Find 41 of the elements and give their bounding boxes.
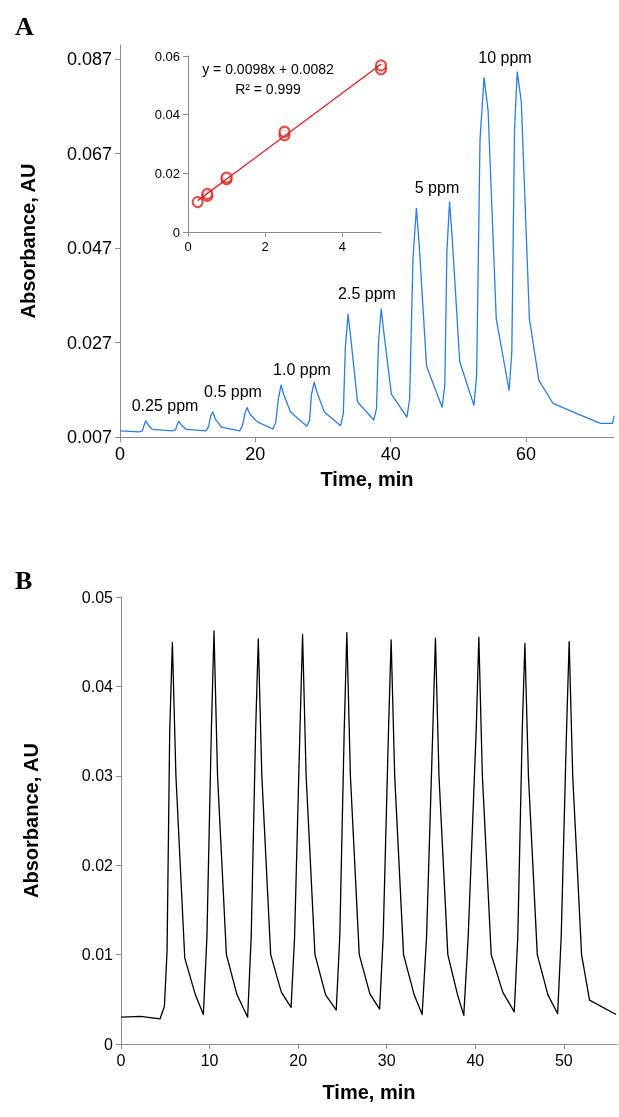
annotation: 5 ppm xyxy=(414,178,460,196)
y-tick-label: 0.02 xyxy=(81,856,114,874)
y-axis-title: Absorbance, AU xyxy=(17,163,39,319)
y-tick-label: 0.06 xyxy=(154,48,180,64)
y-axis-title: Absorbance, AU xyxy=(20,743,42,898)
y-tick-label: 0.027 xyxy=(66,332,112,353)
y-tick-label: 0.02 xyxy=(154,165,180,181)
x-axis-title: Time, min xyxy=(320,468,414,490)
x-tick-label: 60 xyxy=(516,444,537,464)
y-tick-label: 0.047 xyxy=(66,238,112,259)
x-tick-label: 20 xyxy=(245,444,266,464)
chart-title: B xyxy=(15,565,33,595)
x-tick-label: 40 xyxy=(380,444,401,464)
annotation: 0.25 ppm xyxy=(131,396,199,414)
annotation: 10 ppm xyxy=(478,48,532,66)
x-tick-label: 0 xyxy=(184,239,192,254)
x-tick-label: 0 xyxy=(116,1051,126,1069)
y-tick-label: 0.01 xyxy=(81,946,114,964)
chart-title: A xyxy=(15,11,34,41)
y-tick-label: 0 xyxy=(172,224,180,240)
y-tick-label: 0.05 xyxy=(81,588,114,606)
x-tick-label: 4 xyxy=(338,239,347,254)
x-tick-label: 10 xyxy=(200,1051,219,1069)
y-tick-label: 0.04 xyxy=(81,677,114,695)
y-tick-label: 0.03 xyxy=(81,767,114,785)
x-tick-label: 20 xyxy=(289,1051,308,1069)
y-tick-label: 0.04 xyxy=(154,107,180,123)
y-tick-label: 0.067 xyxy=(66,143,112,164)
annotation: R² = 0.999 xyxy=(235,81,302,97)
x-axis-title: Time, min xyxy=(322,1081,416,1103)
annotation: 1.0 ppm xyxy=(273,360,331,378)
x-tick-label: 40 xyxy=(466,1051,485,1069)
x-tick-label: 50 xyxy=(554,1051,573,1069)
y-tick-label: 0.087 xyxy=(66,49,112,70)
annotation: 0.5 ppm xyxy=(204,382,262,400)
x-tick-label: 2 xyxy=(261,239,269,254)
y-tick-label: 0.007 xyxy=(66,427,112,447)
x-tick-label: 30 xyxy=(377,1051,396,1069)
annotation: y = 0.0098x + 0.0082 xyxy=(202,61,334,77)
y-tick-label: 0 xyxy=(104,1035,114,1053)
annotation: 2.5 ppm xyxy=(338,284,396,302)
